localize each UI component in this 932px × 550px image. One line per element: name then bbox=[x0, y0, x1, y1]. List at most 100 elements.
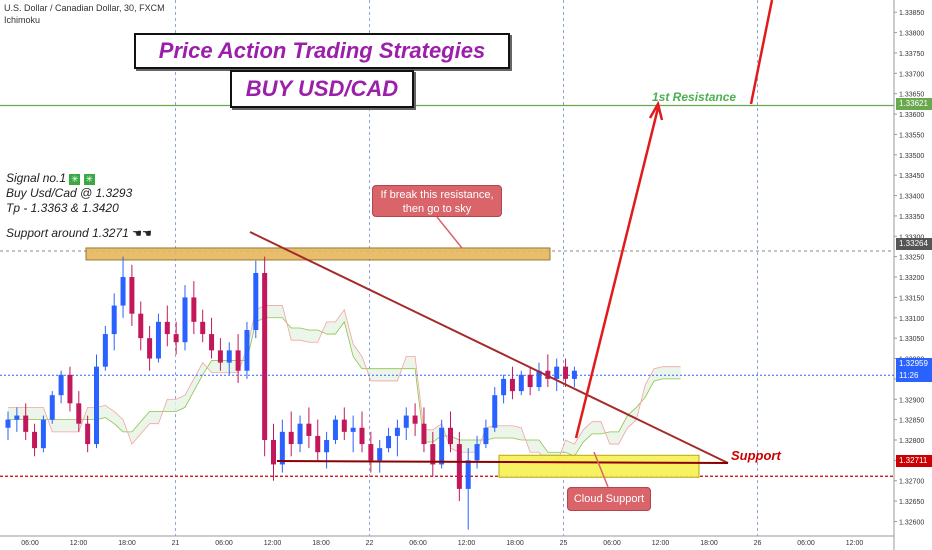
candle-body bbox=[483, 427, 489, 445]
x-tick-label: 06:00 bbox=[603, 540, 621, 547]
candle-body bbox=[120, 277, 126, 306]
support-price-tag: 1.32711 bbox=[896, 455, 932, 467]
candle-body bbox=[456, 444, 462, 489]
projection-arrowhead bbox=[648, 100, 664, 121]
candle-body bbox=[67, 374, 73, 404]
candle-body bbox=[501, 378, 507, 396]
current-price-tag: 1.32959 bbox=[896, 358, 932, 370]
signal-star-icon: ✳ bbox=[69, 174, 81, 185]
x-tick-label: 18:00 bbox=[506, 540, 524, 547]
x-tick-label: 06:00 bbox=[21, 540, 39, 547]
candle-body bbox=[14, 415, 20, 420]
cloud-support-callout: Cloud Support bbox=[567, 487, 651, 511]
candle-body bbox=[518, 374, 524, 392]
candle-body bbox=[253, 272, 259, 330]
candle-body bbox=[147, 338, 153, 359]
y-tick-label: 1.33700 bbox=[899, 71, 924, 78]
candle-body bbox=[368, 444, 374, 461]
candle-body bbox=[102, 334, 108, 367]
candle-body bbox=[448, 427, 453, 445]
candle-body bbox=[350, 427, 356, 432]
resistance-price-tag: 1.33621 bbox=[896, 98, 932, 110]
candle-body bbox=[235, 350, 241, 371]
symbol-header: U.S. Dollar / Canadian Dollar, 30, FXCM bbox=[4, 3, 165, 13]
candle-body bbox=[23, 415, 29, 432]
candle-body bbox=[315, 435, 321, 453]
candle-body bbox=[377, 448, 383, 461]
x-tick-label: 06:00 bbox=[409, 540, 427, 547]
x-tick-label: 21 bbox=[172, 540, 180, 547]
x-tick-label: 12:00 bbox=[70, 540, 88, 547]
support-note-text: Support around 1.3271 bbox=[6, 226, 129, 240]
y-tick-label: 1.33150 bbox=[899, 295, 924, 302]
y-tick-label: 1.33850 bbox=[899, 10, 924, 17]
candle-body bbox=[527, 374, 533, 388]
title-box: Price Action Trading Strategies bbox=[134, 33, 510, 69]
candle-body bbox=[129, 277, 135, 314]
support-note: Support around 1.3271 ☚☚ bbox=[6, 226, 152, 240]
candle-body bbox=[279, 431, 285, 465]
x-tick-label: 22 bbox=[366, 540, 374, 547]
candle-body bbox=[545, 370, 551, 379]
candle-body bbox=[40, 419, 46, 449]
candle-body bbox=[271, 440, 276, 465]
x-tick-label: 06:00 bbox=[215, 540, 233, 547]
candle-body bbox=[32, 431, 38, 449]
x-tick-label: 18:00 bbox=[118, 540, 136, 547]
candle-body bbox=[200, 321, 206, 335]
y-tick-label: 1.32800 bbox=[899, 438, 924, 445]
candle-body bbox=[563, 366, 569, 379]
y-tick-label: 1.33500 bbox=[899, 153, 924, 160]
candle-body bbox=[554, 366, 560, 379]
candle-body bbox=[536, 370, 542, 388]
y-tick-label: 1.32850 bbox=[899, 418, 924, 425]
candle-body bbox=[403, 415, 409, 428]
candle-body bbox=[324, 440, 330, 453]
x-tick-label: 26 bbox=[754, 540, 762, 547]
candle-body bbox=[394, 427, 400, 436]
breakout-callout: If break this resistance, then go to sky bbox=[372, 185, 502, 217]
x-tick-label: 12:00 bbox=[652, 540, 670, 547]
signal-entry: Buy Usd/Cad @ 1.3293 bbox=[6, 186, 133, 200]
y-tick-label: 1.33350 bbox=[899, 214, 924, 221]
candle-body bbox=[191, 297, 197, 322]
candle-body bbox=[288, 431, 294, 445]
x-tick-label: 18:00 bbox=[312, 540, 330, 547]
y-tick-label: 1.33100 bbox=[899, 316, 924, 323]
y-tick-label: 1.33650 bbox=[899, 92, 924, 99]
zone-price-tag: 1.33264 bbox=[896, 238, 932, 250]
x-tick-label: 18:00 bbox=[700, 540, 718, 547]
y-tick-label: 1.32650 bbox=[899, 499, 924, 506]
candle-body bbox=[386, 435, 392, 449]
x-tick-label: 25 bbox=[560, 540, 568, 547]
candle-body bbox=[465, 460, 471, 489]
candle-body bbox=[49, 395, 55, 420]
candle-body bbox=[58, 374, 64, 396]
countdown-tag: 11:26 bbox=[896, 370, 932, 382]
y-tick-label: 1.33600 bbox=[899, 112, 924, 119]
signal-star-icon-2: ✳ bbox=[83, 174, 95, 185]
candle-body bbox=[138, 313, 144, 339]
candle-body bbox=[182, 297, 188, 343]
projection-arrow-2 bbox=[749, 0, 774, 105]
y-tick-label: 1.33750 bbox=[899, 51, 924, 58]
candle-body bbox=[439, 427, 445, 465]
ichimoku-span-b bbox=[8, 305, 681, 465]
pointing-hand-icon: ☚☚ bbox=[132, 228, 152, 240]
candle-body bbox=[164, 321, 170, 335]
y-tick-label: 1.33300 bbox=[899, 234, 924, 241]
candle-body bbox=[359, 427, 365, 445]
candle-body bbox=[430, 444, 436, 465]
candle-body bbox=[421, 423, 427, 445]
signal-title: Signal no.1 bbox=[6, 171, 67, 185]
candle-body bbox=[262, 272, 268, 440]
x-tick-label: 12:00 bbox=[846, 540, 864, 547]
candle-body bbox=[332, 419, 338, 440]
descending-trendline bbox=[249, 231, 729, 464]
ichimoku-span-a bbox=[8, 317, 681, 457]
x-tick-label: 12:00 bbox=[458, 540, 476, 547]
candle-body bbox=[509, 378, 515, 392]
candle-body bbox=[5, 419, 11, 428]
